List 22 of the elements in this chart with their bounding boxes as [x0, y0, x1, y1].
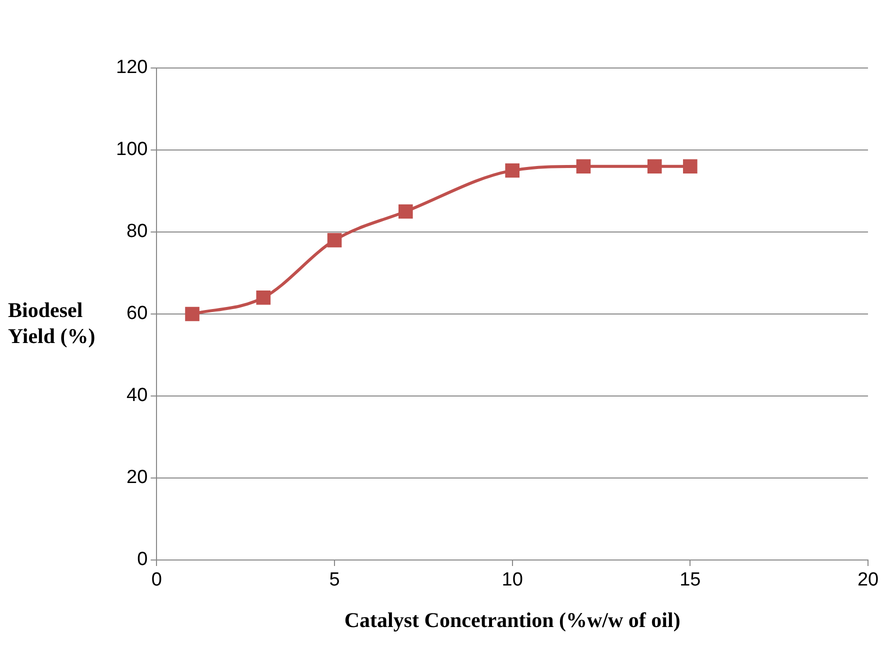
y-tick-label: 20: [126, 467, 148, 488]
point: [647, 159, 662, 174]
point: [505, 163, 520, 178]
point: [576, 159, 591, 174]
y-tick-label: 0: [137, 549, 148, 570]
x-tick-label: 5: [329, 570, 340, 591]
y-tick-label: 80: [126, 221, 148, 242]
y-tick-label: 100: [116, 139, 148, 160]
x-tick-label: 20: [857, 570, 879, 591]
x-tick-label: 15: [680, 570, 701, 591]
y-tick-label: 120: [116, 57, 148, 78]
point: [256, 290, 271, 305]
point: [185, 306, 200, 322]
y-tick-label: 40: [126, 385, 148, 406]
point: [398, 204, 413, 219]
y-tick-label: 60: [126, 303, 148, 324]
point: [683, 159, 698, 174]
x-tick-label: 10: [502, 570, 523, 591]
x-axis-title: Catalyst Concetrantion (%w/w of oil): [344, 608, 680, 632]
point: [327, 233, 342, 248]
x-tick-label: 0: [151, 570, 162, 591]
y-axis-title: Biodesel Yield (%): [8, 297, 96, 349]
